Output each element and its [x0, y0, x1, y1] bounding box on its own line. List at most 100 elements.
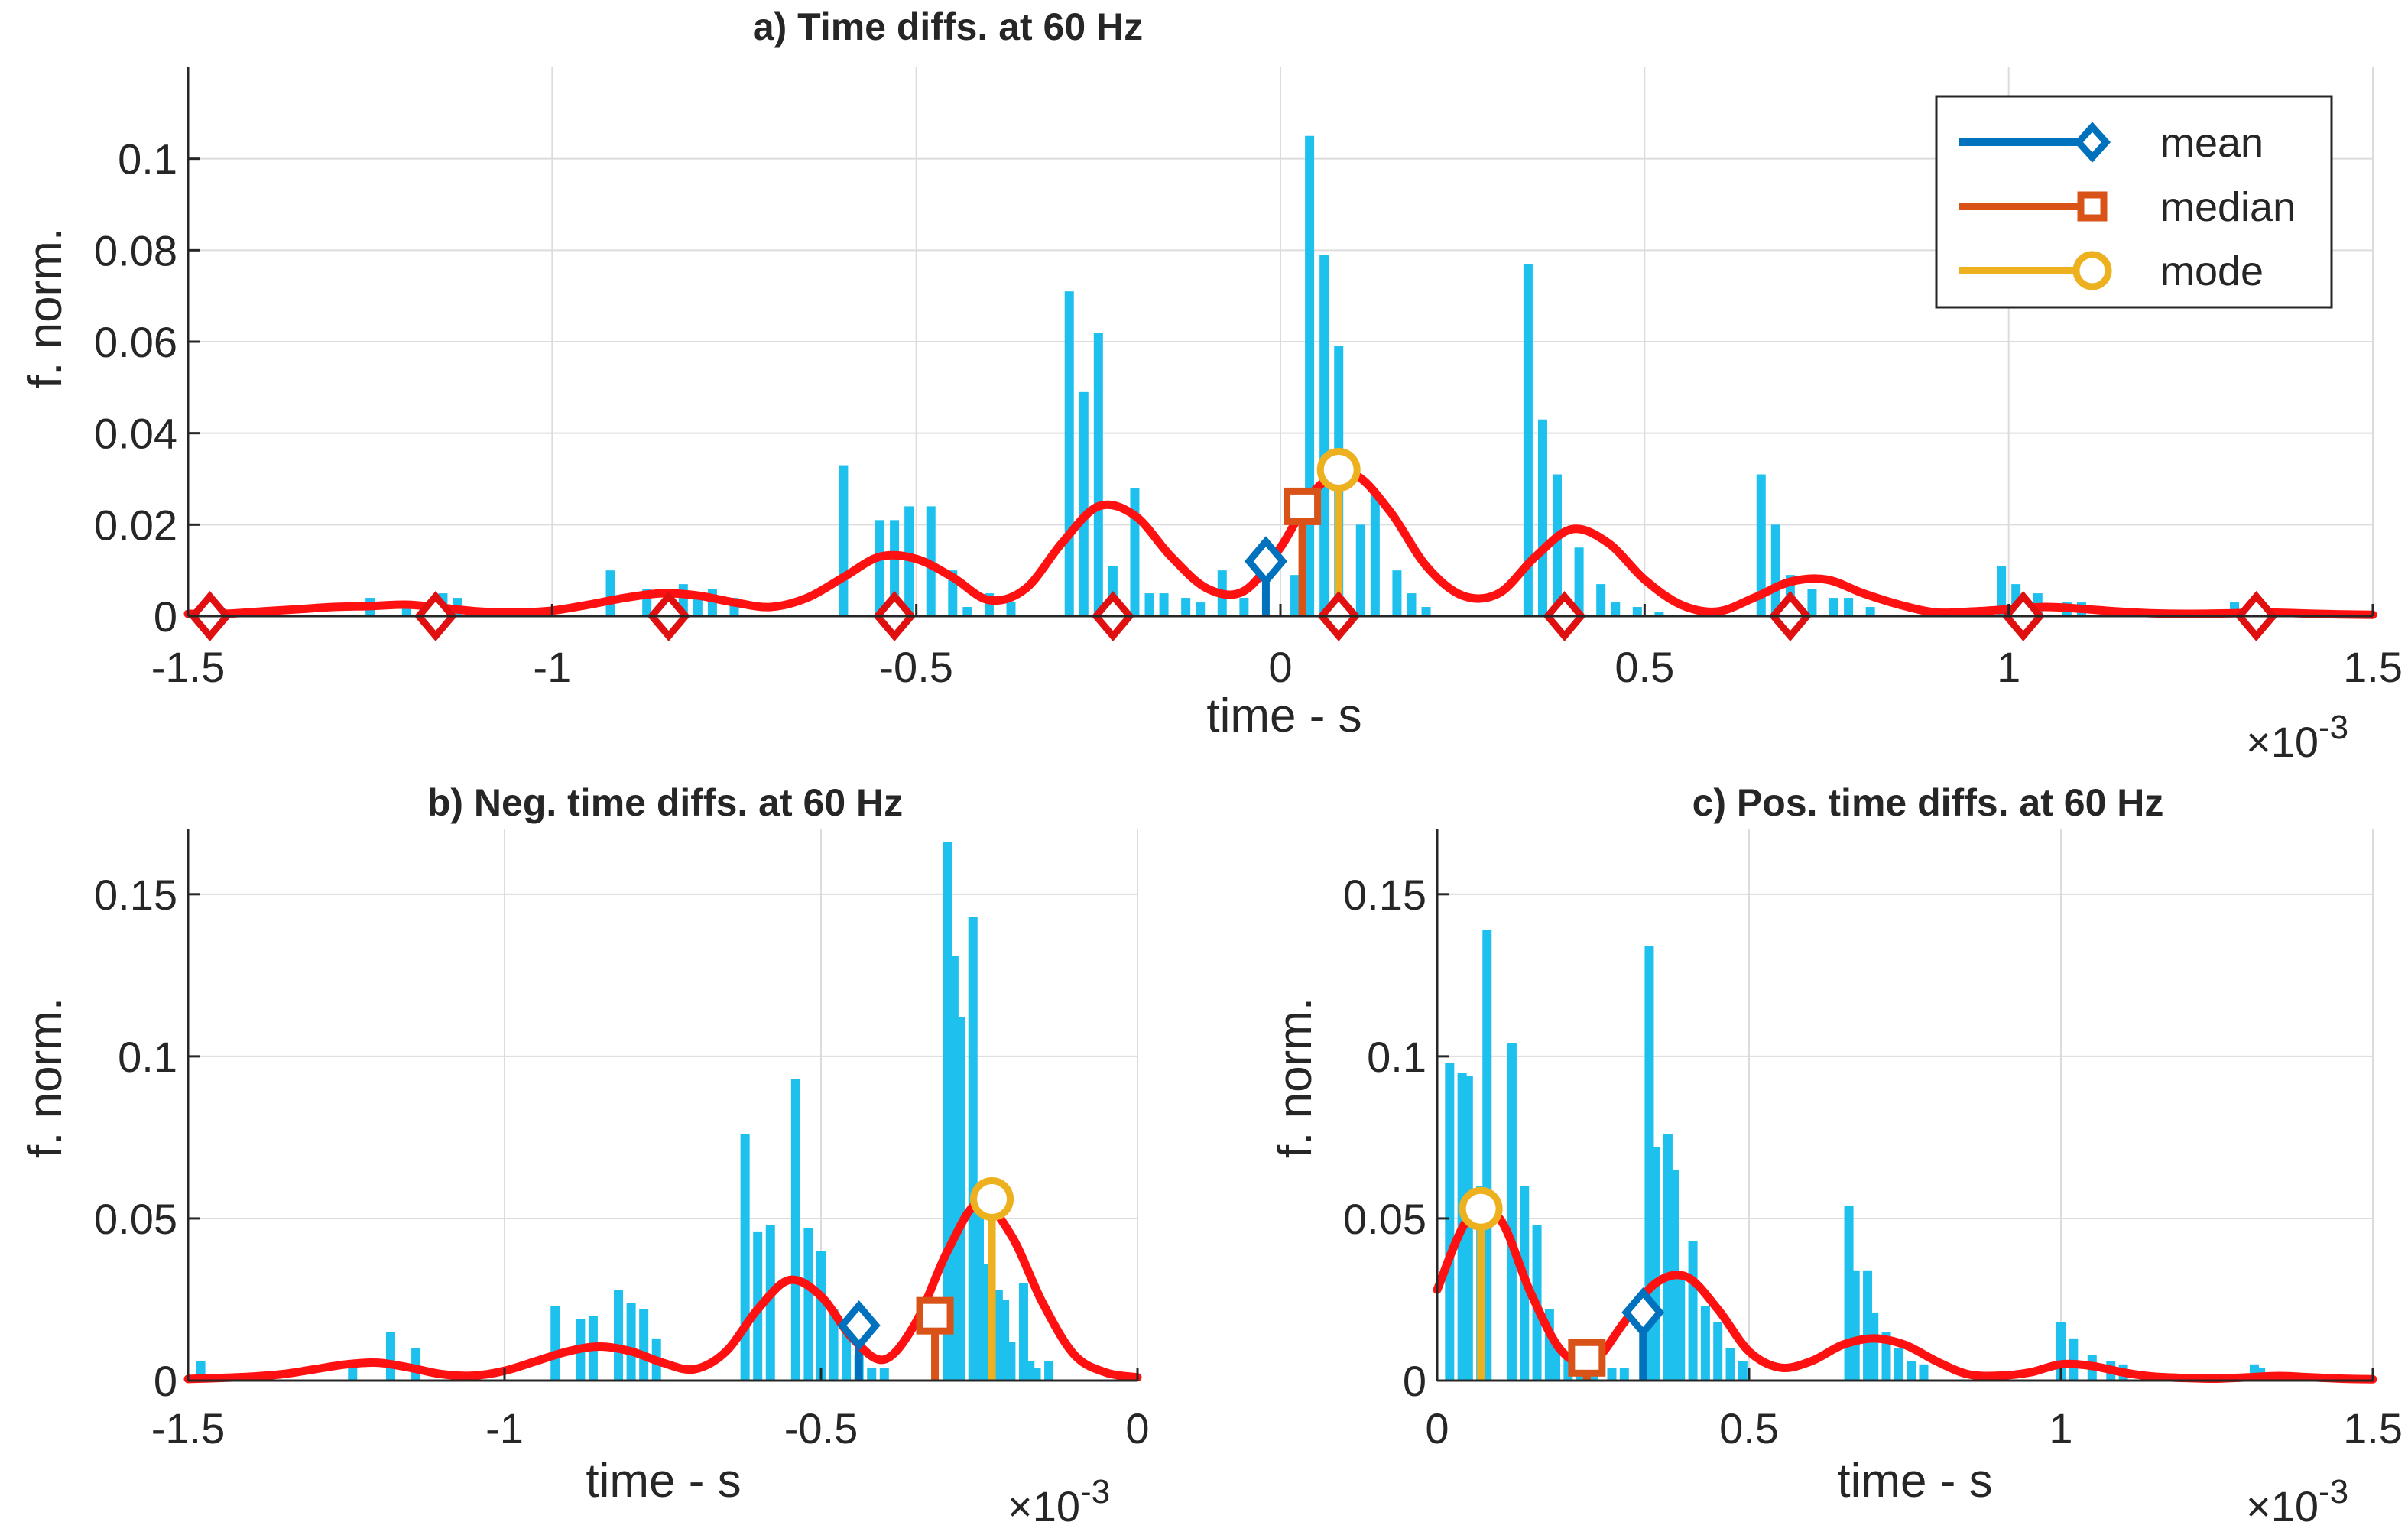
panel-a-x-exponent-base: ×10	[2246, 718, 2319, 766]
panel-a-hist-bar	[890, 520, 900, 616]
panel-c-hist-bar	[1713, 1322, 1723, 1381]
panel-b-plot: -1.5 -1 -0.5 0 0 0.05 0.1 0.15	[94, 829, 1150, 1452]
panel-a-hist-bar	[875, 520, 885, 616]
panel-a-hist-bar	[1553, 474, 1563, 616]
panel-b-hist-bar	[740, 1134, 750, 1381]
panel-a-hist-bar	[1079, 391, 1089, 616]
panel-c-x-exponent-power: -3	[2319, 1473, 2348, 1511]
panel-c-ytick-label: 0.05	[1343, 1195, 1426, 1243]
panel-a-hist-bar	[1130, 488, 1140, 616]
panel-a-ytick-label: 0.02	[94, 501, 177, 549]
panel-a-hist-bar	[1829, 598, 1839, 616]
panel-a-hist-bar	[1196, 602, 1206, 616]
panel-a-xtick-label: 1	[1997, 643, 2020, 691]
panel-b-hist-bar	[803, 1228, 813, 1381]
panel-c-hist-bar	[1650, 1147, 1660, 1381]
panel-a-x-exponent-power: -3	[2319, 709, 2348, 746]
panel-b-hist-bar	[842, 1332, 852, 1381]
panel-b-hist-bar	[829, 1309, 839, 1381]
panel-b-hist-bar	[816, 1251, 826, 1381]
panel-a-xtick-label: 0.5	[1615, 643, 1674, 691]
panel-a-hist-bar	[1632, 607, 1642, 616]
panel-b-hist-bar	[1018, 1283, 1028, 1381]
panel-b-mode-circle-icon	[970, 1176, 1014, 1221]
panel-a-hist-bar	[605, 570, 615, 616]
panel-a-hist-bar	[1370, 492, 1380, 616]
panel-a-hist-bar	[1596, 584, 1606, 616]
legend-median-label: median	[2160, 184, 2296, 230]
panel-c-hist-bar	[1738, 1361, 1748, 1381]
legend-mode-circle-icon	[2072, 251, 2112, 290]
panel-a-hist-bar	[962, 607, 972, 616]
panel-b-title: b) Neg. time diffs. at 60 Hz	[427, 781, 903, 824]
panel-c-hist-bar	[1907, 1361, 1916, 1381]
panel-b-hist-bar	[1006, 1342, 1016, 1381]
panel-a-plot: -1.5 -1 -0.5 0 0.5 1 1.5 0 0.02 0.04 0.06 0.08 0.1	[94, 67, 2403, 691]
panel-a-hist-bar	[1392, 570, 1402, 616]
panel-c-hist-bar	[1551, 1348, 1561, 1381]
panel-c-hist-bar	[1725, 1348, 1735, 1381]
panel-b-hist-bar	[348, 1364, 358, 1381]
panel-b-ytick-label: 0	[154, 1357, 177, 1405]
panel-b-hist-bar	[981, 1264, 991, 1381]
panel-a-hist-bar	[1159, 593, 1169, 616]
legend-mean-label: mean	[2160, 120, 2264, 166]
panel-a-xlabel: time - s	[1206, 690, 1361, 742]
panel-a-median-square-icon	[1284, 487, 1322, 525]
panel-a-hist-bar	[1807, 589, 1817, 616]
legend-box	[1935, 95, 2333, 309]
panel-c-plot: 0 0.5 1 1.5 0 0.05 0.1 0.15	[1343, 829, 2403, 1452]
panel-b-xtick-label: -1.5	[151, 1404, 226, 1452]
panel-a-hist-bar	[1574, 547, 1584, 616]
panel-b-hist-bar	[614, 1290, 624, 1381]
panel-a-hist-bar	[1290, 575, 1300, 616]
panel-b-ytick-label: 0.1	[118, 1033, 177, 1081]
panel-b-hist-bar	[385, 1332, 395, 1381]
panel-a-hist-bar	[1421, 607, 1431, 616]
panel-c-hist-bar	[1700, 1306, 1710, 1381]
panel-b-hist-bar	[956, 1017, 965, 1381]
panel-c: c) Pos. time diffs. at 60 Hz 0 0.5 1 1.5 0 0.…	[1269, 781, 2403, 1530]
panel-b-median-square-icon	[916, 1296, 954, 1335]
panel-a-ytick-label: 0.1	[118, 135, 177, 183]
panel-a-hist-bar	[401, 607, 411, 616]
panel-c-hist-bar	[1688, 1241, 1698, 1381]
panel-a-ytick-label: 0.04	[94, 410, 177, 458]
panel-c-hist-bar	[1919, 1364, 1929, 1381]
panel-b-hist-bar	[790, 1079, 800, 1381]
panel-a-ytick-label: 0.08	[94, 226, 177, 274]
panel-b-hist-bar	[626, 1303, 636, 1381]
panel-b-hist-bar	[879, 1368, 889, 1381]
panel-c-ylabel: f. norm.	[1269, 998, 1322, 1158]
panel-c-ytick-label: 0	[1403, 1357, 1426, 1405]
panel-b-ylabel: f. norm.	[19, 998, 72, 1158]
panel-a-hist-bar	[1407, 593, 1417, 616]
panel-a-ytick-label: 0	[154, 592, 177, 641]
panel-a-ytick-label: 0.06	[94, 318, 177, 366]
panel-c-median-square-icon	[1568, 1339, 1606, 1377]
panel-c-hist-bar	[1619, 1368, 1629, 1381]
panel-c-hist-bar	[1676, 1274, 1686, 1381]
panel-a-hist-bar	[1770, 524, 1780, 616]
panel-b-x-exponent-power: -3	[1080, 1473, 1110, 1511]
panel-a-mean-diamond-icon	[1244, 536, 1287, 587]
panel-c-hist-bar	[1482, 930, 1492, 1381]
panel-a-ylabel: f. norm.	[19, 228, 72, 388]
panel-c-hist-bar	[1445, 1063, 1455, 1381]
panel-a-hist-bar	[1006, 602, 1016, 616]
legend-median-square-icon	[2077, 191, 2108, 222]
panel-a-hist-bar	[1611, 602, 1621, 616]
panel-b: b) Neg. time diffs. at 60 Hz -1.5 -1 -0.5 0…	[19, 781, 1150, 1530]
panel-a-x-exponent: ×10-3	[2246, 709, 2348, 766]
panel-c-hist-bar	[1869, 1312, 1879, 1381]
panel-c-x-exponent: ×10-3	[2246, 1473, 2348, 1530]
panel-a-hist-bar	[839, 465, 849, 616]
panel-b-hist-bar	[639, 1309, 649, 1381]
panel-c-xtick-label: 0	[1425, 1404, 1449, 1452]
panel-a-hist-bar	[1093, 333, 1103, 616]
panel-a-hist-bar	[1537, 419, 1547, 616]
panel-c-xtick-label: 1	[2049, 1404, 2072, 1452]
panel-a-hist-bar	[1865, 607, 1875, 616]
panel-a-title: a) Time diffs. at 60 Hz	[753, 5, 1143, 48]
